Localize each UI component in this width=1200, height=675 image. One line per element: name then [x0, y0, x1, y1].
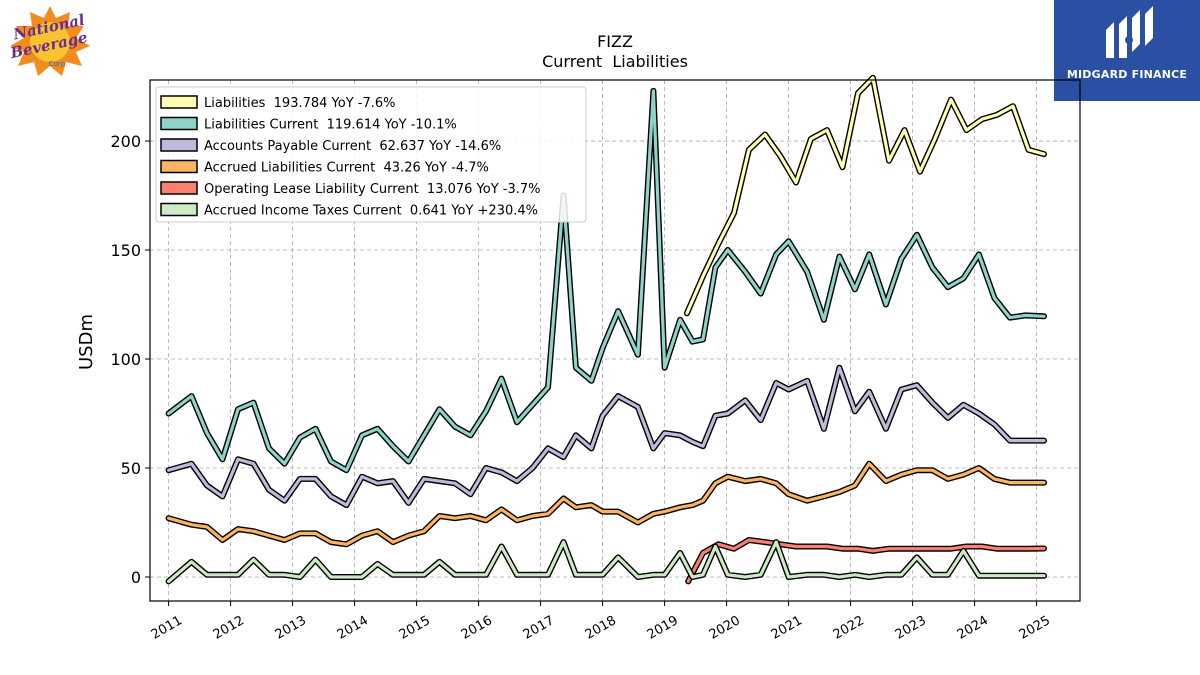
- midgard-finance-brand: MIDGARD FINANCE: [1054, 0, 1200, 101]
- logo-line3: Corp.: [49, 60, 68, 68]
- series-line-liabilities-current: [167, 89, 1046, 472]
- brand-name: MIDGARD FINANCE: [1066, 68, 1188, 81]
- legend-swatch-accrued-income-taxes-current: [160, 202, 198, 217]
- x-tick-label-1: 2012: [211, 613, 247, 643]
- x-tick-label-11: 2022: [831, 613, 867, 643]
- x-tick-label-13: 2024: [955, 613, 991, 643]
- series-line-accrued-income-taxes-current: [167, 540, 1046, 584]
- x-tick-label-10: 2021: [769, 613, 805, 643]
- x-tick-label-3: 2014: [335, 613, 371, 643]
- x-tick-label-9: 2020: [707, 613, 743, 643]
- series-group: [165, 74, 1047, 585]
- x-tick-label-14: 2025: [1017, 613, 1053, 643]
- x-tick-label-8: 2019: [645, 613, 681, 643]
- legend-label-accrued-liabilities-current: Accrued Liabilities Current 43.26 YoY -4…: [204, 161, 489, 176]
- series-line-accounts-payable-current: [167, 366, 1046, 507]
- legend-label-liabilities-current: Liabilities Current 119.614 YoY -10.1%: [204, 118, 457, 133]
- legend-box: [155, 86, 587, 223]
- series-line-accrued-liabilities-current: [167, 462, 1046, 546]
- y-tick-label-3: 150: [110, 241, 141, 260]
- x-tick-label-2: 2013: [273, 613, 309, 643]
- y-axis-label: USDm: [76, 314, 97, 370]
- legend-swatch-accounts-payable-current: [160, 138, 198, 152]
- x-tick-label-7: 2018: [583, 613, 619, 643]
- x-tick-label-6: 2017: [521, 613, 557, 643]
- x-tick-label-4: 2015: [397, 613, 433, 643]
- y-tick-label-4: 200: [110, 132, 141, 151]
- national-beverage-logo: National Beverage Corp.: [4, 4, 96, 78]
- legend: Liabilities 193.784 YoY -7.6% Liabilities…: [155, 86, 587, 223]
- chart-title: FIZZ: [597, 32, 633, 51]
- legend-swatch-operating-lease-liability-current: [160, 181, 198, 195]
- x-tick-label-0: 2011: [149, 613, 185, 643]
- plot-frame: [149, 79, 1081, 602]
- series-line-operating-lease-liability-current: [686, 538, 1046, 584]
- midgard-logo-icon: [1106, 6, 1153, 58]
- y-tick-label-2: 100: [110, 350, 141, 369]
- chart-subtitle: Current Liabilities: [542, 52, 688, 71]
- legend-label-liabilities: Liabilities 193.784 YoY -7.6%: [204, 96, 396, 111]
- series-line-liabilities: [685, 76, 1046, 315]
- x-tick-label-5: 2016: [459, 613, 495, 643]
- y-tick-label-1: 50: [121, 459, 141, 478]
- x-tick-label-12: 2023: [893, 613, 929, 643]
- legend-swatch-accrued-liabilities-current: [160, 159, 198, 174]
- logo-graphic: National Beverage Corp.: [8, 6, 90, 76]
- legend-swatch-liabilities: [160, 95, 198, 109]
- legend-label-accrued-income-taxes-current: Accrued Income Taxes Current 0.641 YoY +…: [204, 204, 538, 219]
- legend-label-operating-lease-liability-current: Operating Lease Liability Current 13.076…: [204, 182, 541, 197]
- y-tick-label-0: 0: [131, 568, 141, 587]
- legend-swatch-liabilities-current: [160, 116, 198, 131]
- legend-label-accounts-payable-current: Accounts Payable Current 62.637 YoY -14.…: [204, 139, 501, 154]
